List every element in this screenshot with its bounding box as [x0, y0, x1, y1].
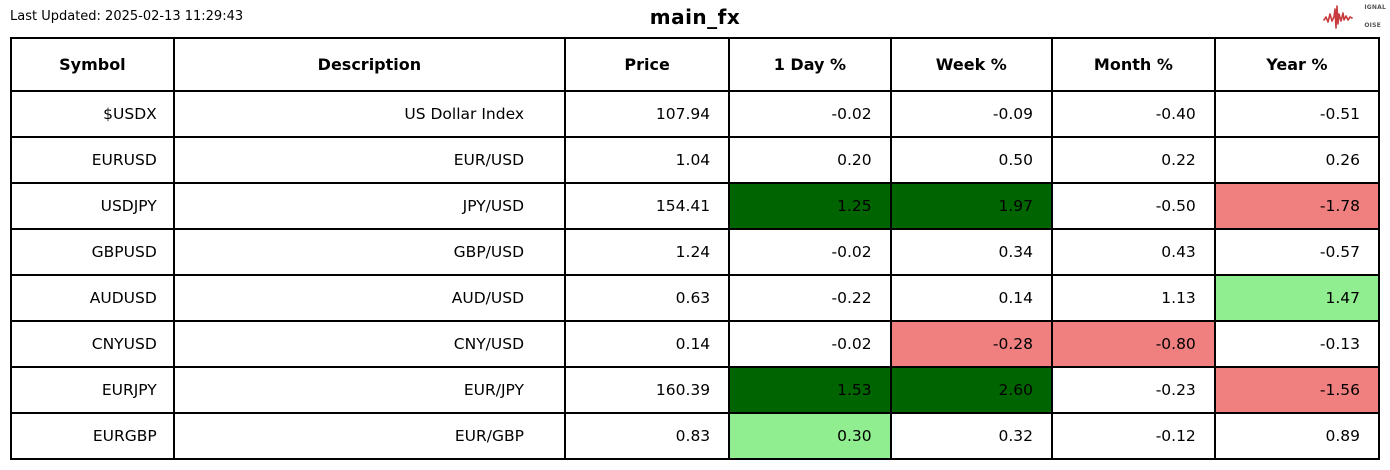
cell-symbol: USDJPY [10, 182, 175, 230]
cell-week: 0.50 [889, 136, 1054, 184]
cell-week: -0.09 [889, 90, 1054, 138]
cell-year: -0.57 [1213, 228, 1381, 276]
logo-text: S IGNAL 2 N OISE [1355, 4, 1386, 30]
cell-day: -0.02 [728, 90, 892, 138]
cell-year: 1.47 [1213, 274, 1381, 322]
cell-day: -0.22 [728, 274, 892, 322]
fx-table-body: $USDX US Dollar Index 107.94 -0.02 -0.09 -0.4… [10, 90, 1381, 460]
cell-price: 1.24 [564, 228, 731, 276]
cell-description: EUR/JPY [172, 366, 567, 414]
table-row: USDJPY JPY/USD 154.41 1.25 1.97 -0.50 -1.78 [10, 182, 1381, 230]
cell-month: -0.12 [1051, 412, 1216, 460]
table-row: CNYUSD CNY/USD 0.14 -0.02 -0.28 -0.80 -0.13 [10, 320, 1381, 368]
cell-month: 0.43 [1051, 228, 1216, 276]
cell-year: -1.56 [1213, 366, 1381, 414]
table-row: $USDX US Dollar Index 107.94 -0.02 -0.09 -0.4… [10, 90, 1381, 138]
col-header-price: Price [564, 37, 731, 92]
cell-symbol: CNYUSD [10, 320, 175, 368]
table-row: GBPUSD GBP/USD 1.24 -0.02 0.34 0.43 -0.57 [10, 228, 1381, 276]
cell-day: 0.20 [728, 136, 892, 184]
cell-description: US Dollar Index [172, 90, 567, 138]
cell-week: 0.14 [889, 274, 1054, 322]
cell-year: -0.51 [1213, 90, 1381, 138]
logo-rest-ignal: IGNAL [1364, 4, 1386, 11]
cell-symbol: $USDX [10, 90, 175, 138]
cell-week: 0.34 [889, 228, 1054, 276]
cell-description: JPY/USD [172, 182, 567, 230]
cell-symbol: GBPUSD [10, 228, 175, 276]
cell-description: EUR/USD [172, 136, 567, 184]
cell-day: -0.02 [728, 228, 892, 276]
col-header-symbol: Symbol [10, 37, 175, 92]
cell-day: 0.30 [728, 412, 892, 460]
cell-year: -1.78 [1213, 182, 1381, 230]
col-header-1day: 1 Day % [728, 37, 892, 92]
cell-symbol: EURUSD [10, 136, 175, 184]
cell-week: 2.60 [889, 366, 1054, 414]
table-row: EURJPY EUR/JPY 160.39 1.53 2.60 -0.23 -1.56 [10, 366, 1381, 414]
cell-year: -0.13 [1213, 320, 1381, 368]
logo-text-line-noise: N OISE [1355, 22, 1386, 30]
top-bar: Last Updated: 2025-02-13 11:29:43 main_f… [0, 0, 1390, 36]
last-updated-text: Last Updated: 2025-02-13 11:29:43 [10, 9, 244, 24]
cell-month: -0.40 [1051, 90, 1216, 138]
cell-price: 154.41 [564, 182, 731, 230]
cell-description: GBP/USD [172, 228, 567, 276]
cell-day: 1.25 [728, 182, 892, 230]
cell-price: 0.63 [564, 274, 731, 322]
table-row: EURGBP EUR/GBP 0.83 0.30 0.32 -0.12 0.89 [10, 412, 1381, 460]
col-header-month: Month % [1051, 37, 1216, 92]
cell-price: 107.94 [564, 90, 731, 138]
cell-month: 0.22 [1051, 136, 1216, 184]
table-row: EURUSD EUR/USD 1.04 0.20 0.50 0.22 0.26 [10, 136, 1381, 184]
fx-table: Symbol Description Price 1 Day % Week % … [10, 37, 1381, 460]
col-header-description: Description [172, 37, 567, 92]
cell-symbol: EURJPY [10, 366, 175, 414]
logo-initial-2: 2 [1357, 13, 1362, 20]
cell-month: -0.23 [1051, 366, 1216, 414]
cell-week: -0.28 [889, 320, 1054, 368]
cell-price: 0.14 [564, 320, 731, 368]
cell-month: -0.80 [1051, 320, 1216, 368]
page-title: main_fx [649, 5, 741, 29]
cell-week: 0.32 [889, 412, 1054, 460]
cell-year: 0.89 [1213, 412, 1381, 460]
logo-text-line-2: 2 [1355, 13, 1386, 21]
cell-month: -0.50 [1051, 182, 1216, 230]
cell-year: 0.26 [1213, 136, 1381, 184]
col-header-year: Year % [1213, 37, 1381, 92]
cell-description: EUR/GBP [172, 412, 567, 460]
cell-symbol: EURGBP [10, 412, 175, 460]
cell-price: 1.04 [564, 136, 731, 184]
cell-month: 1.13 [1051, 274, 1216, 322]
cell-description: AUD/USD [172, 274, 567, 322]
logo-text-line-signal: S IGNAL [1355, 4, 1386, 12]
cell-description: CNY/USD [172, 320, 567, 368]
logo-initial-s: S [1357, 4, 1362, 11]
cell-day: -0.02 [728, 320, 892, 368]
cell-price: 160.39 [564, 366, 731, 414]
cell-week: 1.97 [889, 182, 1054, 230]
fx-table-header: Symbol Description Price 1 Day % Week % … [10, 37, 1381, 92]
signal2noise-logo: S IGNAL 2 N OISE [1323, 3, 1386, 31]
table-row: AUDUSD AUD/USD 0.63 -0.22 0.14 1.13 1.47 [10, 274, 1381, 322]
header-row: Symbol Description Price 1 Day % Week % … [10, 37, 1381, 92]
cell-price: 0.83 [564, 412, 731, 460]
logo-initial-n: N [1356, 22, 1362, 29]
waveform-icon [1323, 5, 1354, 29]
cell-symbol: AUDUSD [10, 274, 175, 322]
col-header-week: Week % [889, 37, 1054, 92]
logo-rest-oise: OISE [1364, 22, 1381, 29]
cell-day: 1.53 [728, 366, 892, 414]
